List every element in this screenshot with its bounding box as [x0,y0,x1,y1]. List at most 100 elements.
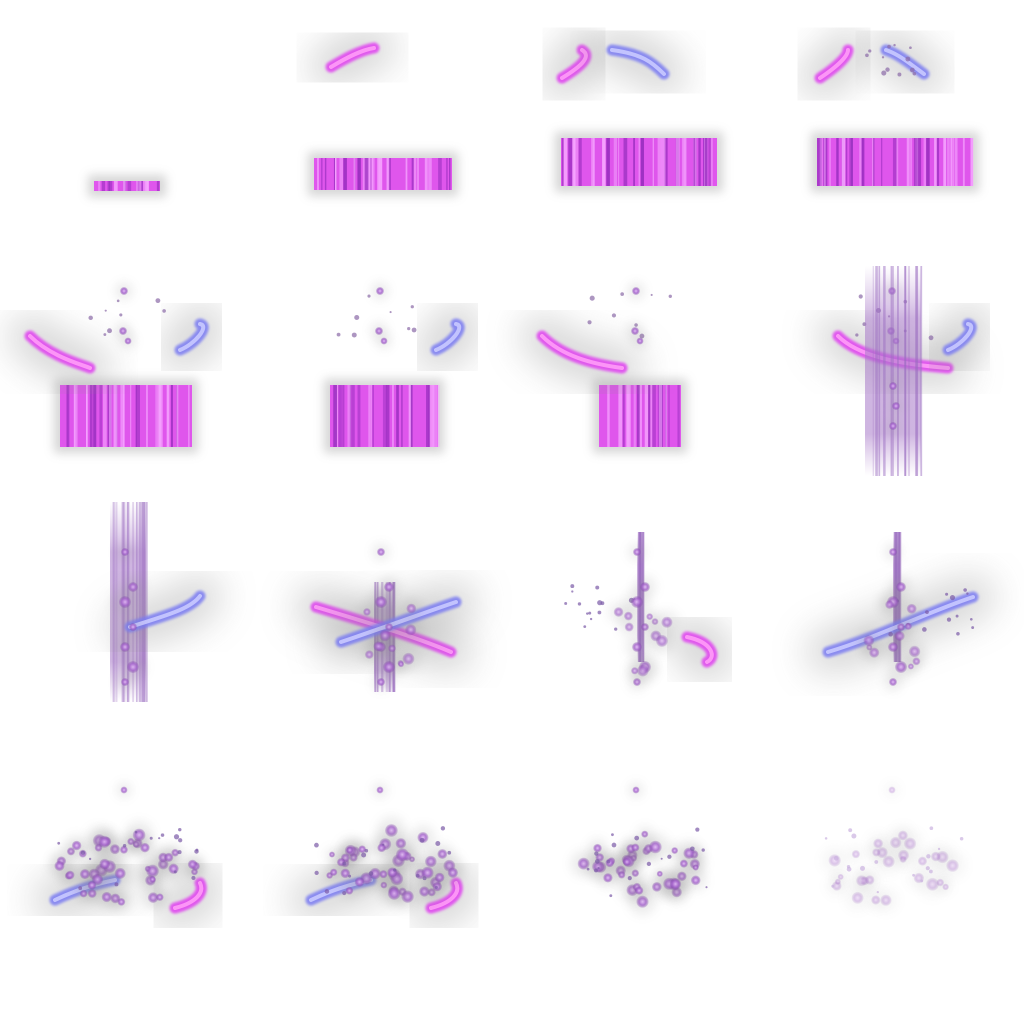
left-slash [8,314,112,390]
spark [122,844,127,848]
left-slash [520,314,644,390]
energy-bar-streak [114,181,118,191]
frame-8 [816,266,993,476]
frame-11 [564,532,734,691]
orb [114,867,126,879]
frame-10 [294,543,478,692]
energy-bar-streak [817,138,821,186]
right-slash-core [884,48,926,76]
energy-bar-streak [841,138,846,186]
energy-bar-streak [638,385,642,447]
orb [631,596,643,608]
energy-bar-streak [561,138,564,186]
energy-bar-streak [424,158,428,190]
energy-bar-streak [683,138,687,186]
energy-bar-streak [333,158,336,190]
spark [876,890,879,894]
orb [98,835,111,848]
orb [641,830,649,838]
energy-bar-streak [417,158,419,190]
energy-bar-streak [123,181,126,191]
spark [881,70,887,76]
energy-bar-streak [353,158,356,190]
energy-bar-streak [677,385,680,447]
spark [620,292,624,296]
energy-bar-streak [703,138,705,186]
spark [342,890,347,896]
orb [593,843,602,853]
energy-bar-streak [850,138,853,186]
spark [389,311,392,314]
spark [160,833,165,837]
energy-bar-streak [372,385,374,447]
spark [583,625,587,629]
energy-bar-streak [693,138,695,186]
right-slash-core [434,322,462,352]
orb [117,898,126,906]
spark [920,879,924,883]
orb [375,596,387,608]
energy-bar-streak [429,385,434,447]
right-slash-core [178,322,206,352]
energy-bar-streak [437,385,440,447]
orb [897,830,908,841]
spark [119,313,123,317]
energy-bar-streak [923,138,927,186]
orb [936,878,945,887]
orb [640,582,650,592]
orb [889,422,897,430]
orb [376,786,384,794]
spark [609,894,613,898]
energy-bar-streak [396,385,398,447]
energy-bar-streak [67,385,70,447]
energy-bar-streak [338,385,342,447]
energy-bar-streak [386,158,389,190]
orb [383,661,395,673]
energy-bar-streak [617,138,620,186]
light-beam [865,266,923,476]
orb [631,327,639,335]
energy-bar-streak [317,158,319,190]
spark [971,626,975,629]
left-slash-core [540,334,624,370]
orb [329,868,338,876]
spark [571,590,574,593]
energy-bar-streak [681,138,685,186]
energy-bar-streak [426,385,431,447]
energy-bar-streak [139,181,143,191]
energy-bar-streak [370,385,373,447]
frame-15 [570,782,708,916]
energy-bar-streak [910,138,912,186]
orb [377,843,386,853]
orb [864,875,875,885]
energy-bar-streak [568,138,573,186]
energy-bar-streak [640,138,644,186]
energy-bar-streak [411,158,414,190]
orb [895,661,907,673]
light-beam-streak [875,266,877,476]
energy-bar-streak [606,138,610,186]
orb [346,846,354,854]
spark [597,610,602,615]
spark [606,859,611,864]
orb [646,613,654,621]
spark [925,610,929,615]
spark [336,332,341,337]
energy-bar-streak [602,138,606,186]
energy-bar-streak [342,385,345,447]
spark [929,826,934,831]
energy-bar-streak [954,138,958,186]
energy-bar-streak [657,138,662,186]
spark [909,67,915,73]
energy-bar-streak [109,181,113,191]
spark [594,859,600,864]
energy-bar [88,175,166,197]
spark [959,836,964,841]
spark [955,614,959,618]
orb [603,873,613,883]
left-slash [409,861,480,930]
spark [88,315,93,321]
spark [611,313,617,318]
light-beam-streak [872,266,874,476]
orb [679,859,688,868]
